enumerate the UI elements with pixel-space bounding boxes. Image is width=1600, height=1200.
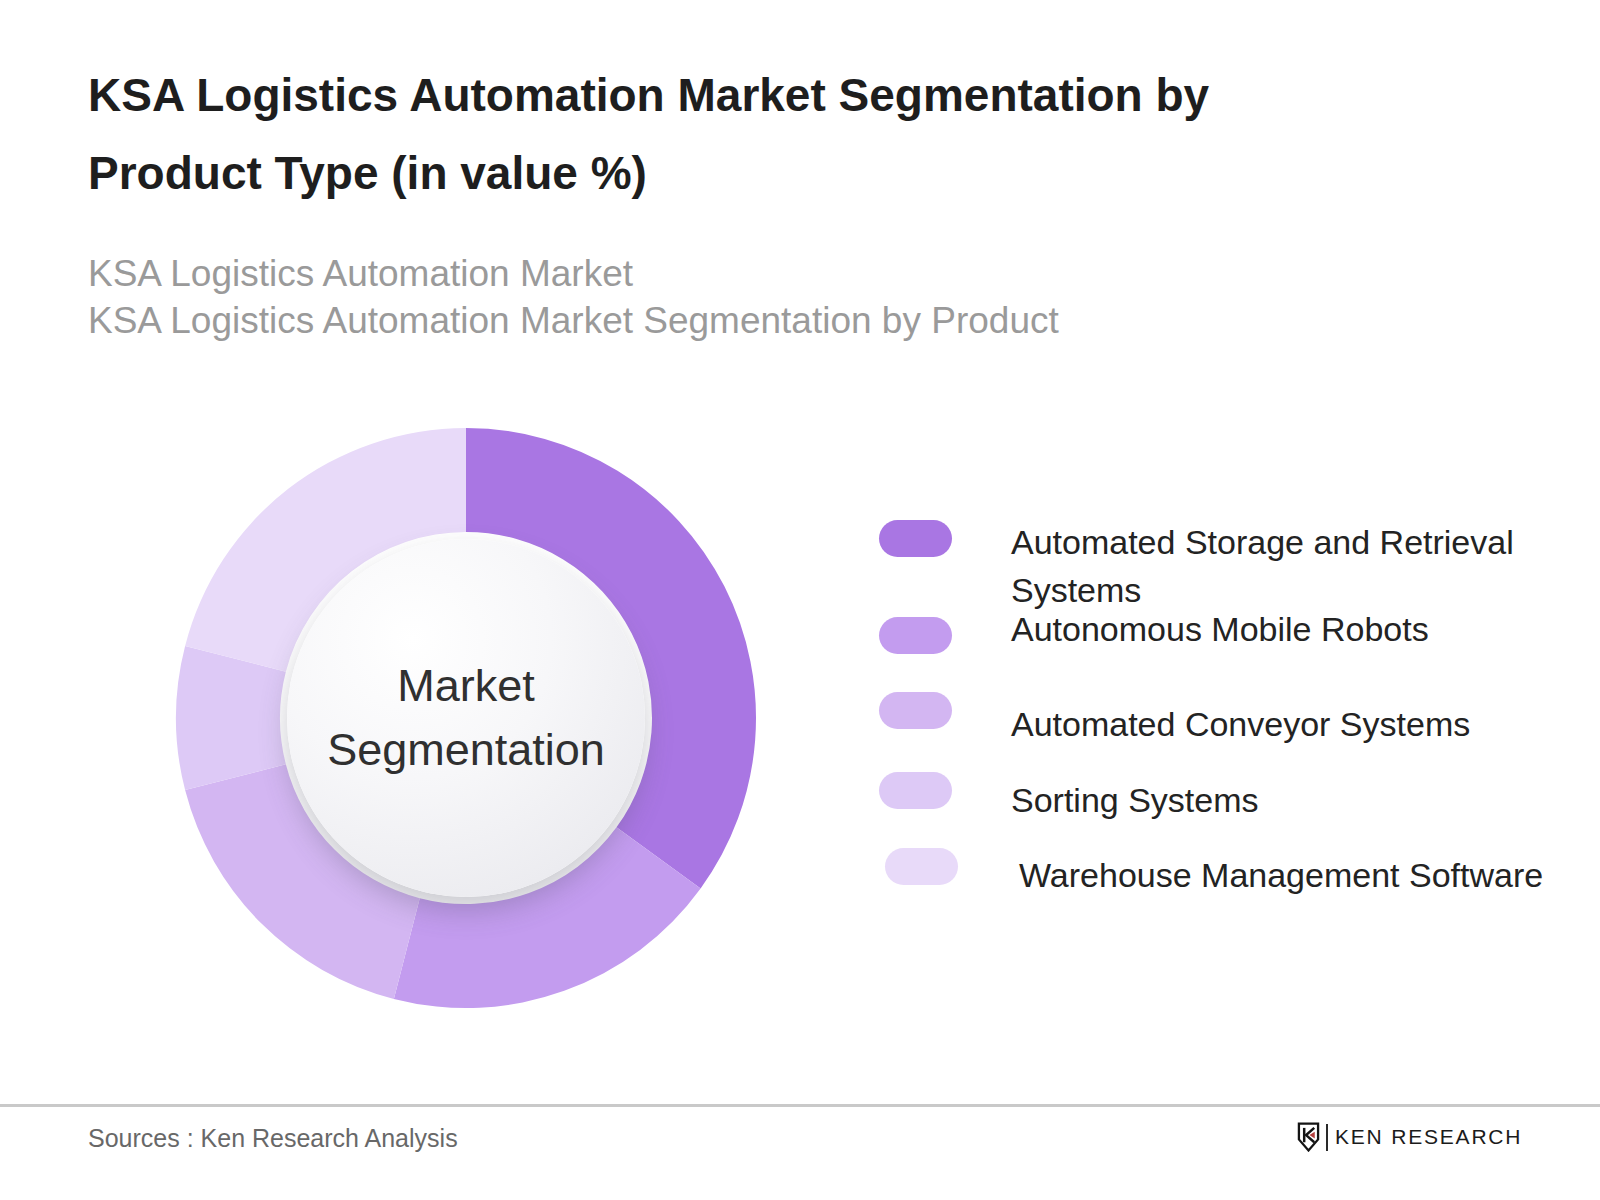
logo-text: KEN RESEARCH [1335, 1125, 1522, 1149]
legend-label-wms: Warehouse Management Software [1019, 851, 1579, 899]
logo-divider [1326, 1124, 1328, 1151]
legend-swatch-asrs [879, 520, 952, 557]
donut-center-label: Market Segmentation [296, 654, 636, 782]
donut-segment-3 [176, 646, 286, 790]
legend-swatch-amr [879, 617, 952, 654]
donut-center-disc: Market Segmentation [287, 539, 645, 897]
legend-swatch-acs [879, 692, 952, 729]
chart-subtitle: KSA Logistics Automation Market KSA Logi… [88, 251, 1059, 345]
legend-swatch-sorting [879, 772, 952, 809]
subtitle-line-2: KSA Logistics Automation Market Segmenta… [88, 298, 1059, 345]
legend-label-sorting: Sorting Systems [1011, 776, 1571, 824]
legend-label-acs: Automated Conveyor Systems [1011, 700, 1571, 748]
source-text: Sources : Ken Research Analysis [88, 1124, 458, 1153]
subtitle-line-1: KSA Logistics Automation Market [88, 251, 1059, 298]
legend-label-asrs: Automated Storage and Retrieval Systems [1011, 518, 1571, 615]
footer-divider [0, 1104, 1600, 1107]
k-shield-icon [1297, 1122, 1320, 1152]
page-title: KSA Logistics Automation Market Segmenta… [88, 56, 1328, 212]
legend-swatch-wms [885, 848, 958, 885]
ken-research-logo: KEN RESEARCH [1297, 1114, 1522, 1160]
legend-label-amr: Autonomous Mobile Robots [1011, 605, 1571, 653]
